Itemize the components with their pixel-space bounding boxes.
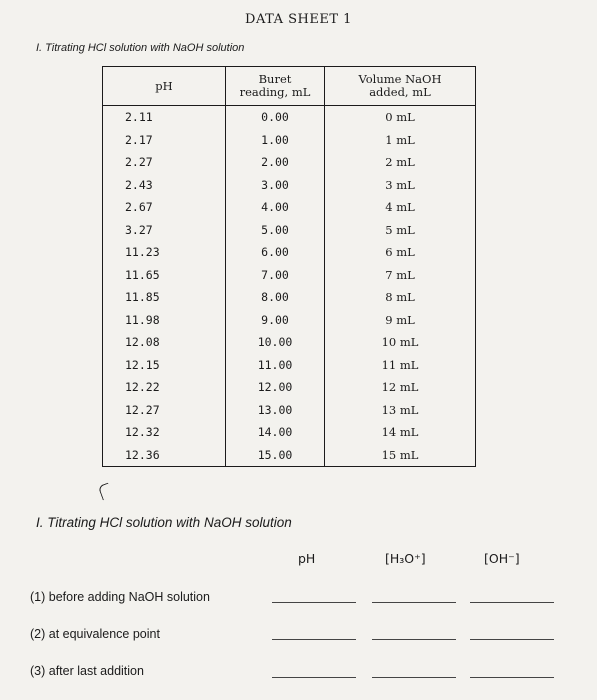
section-title: I. Titrating HCl solution with NaOH solu… bbox=[36, 42, 245, 54]
table-row: 12.36 15.00 15 mL bbox=[102, 443, 476, 467]
blank-3-ph[interactable] bbox=[272, 677, 356, 678]
table-row: 12.27 13.00 13 mL bbox=[102, 398, 476, 421]
cell-ph: 12.36 bbox=[102, 443, 226, 467]
sheet-title: DATA SHEET 1 bbox=[245, 12, 352, 27]
cell-volume: 1 mL bbox=[324, 128, 476, 151]
cell-volume: 0 mL bbox=[324, 105, 476, 129]
cell-volume: 10 mL bbox=[324, 331, 476, 354]
table-header-row: pH Buret reading, mL Volume NaOH added, … bbox=[102, 66, 476, 106]
table-row: 11.65 7.00 7 mL bbox=[102, 263, 476, 286]
cell-volume: 2 mL bbox=[324, 151, 476, 174]
cell-volume: 12 mL bbox=[324, 376, 476, 399]
cell-ph: 2.11 bbox=[102, 105, 226, 129]
section2-title: I. Titrating HCl solution with NaOH solu… bbox=[36, 515, 292, 530]
question-3: (3) after last addition bbox=[30, 664, 144, 678]
blank-1-oh[interactable] bbox=[470, 602, 554, 603]
cell-ph: 11.23 bbox=[102, 241, 226, 264]
cell-volume: 7 mL bbox=[324, 263, 476, 286]
blank-2-ph[interactable] bbox=[272, 639, 356, 640]
blank-3-oh[interactable] bbox=[470, 677, 554, 678]
cell-buret: 1.00 bbox=[225, 128, 325, 151]
cell-volume: 5 mL bbox=[324, 218, 476, 241]
table-row: 11.85 8.00 8 mL bbox=[102, 286, 476, 309]
question-1: (1) before adding NaOH solution bbox=[30, 590, 210, 604]
summary-col-ph: pH bbox=[298, 551, 316, 566]
table-row: 3.27 5.00 5 mL bbox=[102, 218, 476, 241]
cell-buret: 14.00 bbox=[225, 421, 325, 444]
table-row: 11.98 9.00 9 mL bbox=[102, 308, 476, 331]
cell-buret: 9.00 bbox=[225, 308, 325, 331]
table-body: 2.11 0.00 0 mL 2.17 1.00 1 mL 2.27 2.00 2 mL 2.43… bbox=[102, 105, 476, 467]
cell-buret: 2.00 bbox=[225, 151, 325, 174]
table-row: 12.15 11.00 11 mL bbox=[102, 353, 476, 376]
blank-3-h3o[interactable] bbox=[372, 677, 456, 678]
blank-2-oh[interactable] bbox=[470, 639, 554, 640]
cell-ph: 2.67 bbox=[102, 196, 226, 219]
cell-volume: 11 mL bbox=[324, 353, 476, 376]
cell-ph: 11.85 bbox=[102, 286, 226, 309]
cell-volume: 15 mL bbox=[324, 443, 476, 467]
cell-buret: 11.00 bbox=[225, 353, 325, 376]
cell-buret: 6.00 bbox=[225, 241, 325, 264]
cell-buret: 12.00 bbox=[225, 376, 325, 399]
table-row: 2.43 3.00 3 mL bbox=[102, 173, 476, 196]
cell-ph: 12.32 bbox=[102, 421, 226, 444]
cell-volume: 9 mL bbox=[324, 308, 476, 331]
header-buret: Buret reading, mL bbox=[225, 66, 325, 106]
cell-ph: 11.65 bbox=[102, 263, 226, 286]
question-2: (2) at equivalence point bbox=[30, 627, 160, 641]
handwritten-mark bbox=[97, 482, 114, 501]
cell-buret: 3.00 bbox=[225, 173, 325, 196]
cell-volume: 4 mL bbox=[324, 196, 476, 219]
blank-1-h3o[interactable] bbox=[372, 602, 456, 603]
table-row: 2.27 2.00 2 mL bbox=[102, 151, 476, 174]
cell-ph: 12.08 bbox=[102, 331, 226, 354]
titration-table: pH Buret reading, mL Volume NaOH added, … bbox=[102, 66, 476, 467]
cell-ph: 2.27 bbox=[102, 151, 226, 174]
cell-volume: 14 mL bbox=[324, 421, 476, 444]
cell-volume: 13 mL bbox=[324, 398, 476, 421]
cell-ph: 3.27 bbox=[102, 218, 226, 241]
header-buret-line2: reading, mL bbox=[239, 85, 311, 99]
header-ph: pH bbox=[102, 66, 226, 106]
cell-buret: 0.00 bbox=[225, 105, 325, 129]
cell-volume: 8 mL bbox=[324, 286, 476, 309]
cell-buret: 15.00 bbox=[225, 443, 325, 467]
cell-buret: 7.00 bbox=[225, 263, 325, 286]
summary-col-oh: [OH⁻] bbox=[484, 551, 520, 566]
cell-buret: 10.00 bbox=[225, 331, 325, 354]
cell-buret: 13.00 bbox=[225, 398, 325, 421]
table-row: 2.17 1.00 1 mL bbox=[102, 128, 476, 151]
cell-ph: 12.22 bbox=[102, 376, 226, 399]
cell-ph: 2.43 bbox=[102, 173, 226, 196]
cell-ph: 12.27 bbox=[102, 398, 226, 421]
blank-1-ph[interactable] bbox=[272, 602, 356, 603]
table-row: 11.23 6.00 6 mL bbox=[102, 241, 476, 264]
cell-buret: 4.00 bbox=[225, 196, 325, 219]
header-volume-line1: Volume NaOH bbox=[358, 72, 442, 86]
cell-buret: 5.00 bbox=[225, 218, 325, 241]
table-row: 2.11 0.00 0 mL bbox=[102, 105, 476, 129]
summary-col-h3o: [H₃O⁺] bbox=[385, 551, 426, 566]
blank-2-h3o[interactable] bbox=[372, 639, 456, 640]
table-row: 12.08 10.00 10 mL bbox=[102, 331, 476, 354]
header-buret-line1: Buret bbox=[258, 72, 292, 86]
cell-ph: 12.15 bbox=[102, 353, 226, 376]
table-row: 12.22 12.00 12 mL bbox=[102, 376, 476, 399]
table-row: 12.32 14.00 14 mL bbox=[102, 421, 476, 444]
header-volume: Volume NaOH added, mL bbox=[324, 66, 476, 106]
cell-buret: 8.00 bbox=[225, 286, 325, 309]
header-volume-line2: added, mL bbox=[369, 85, 431, 99]
cell-ph: 2.17 bbox=[102, 128, 226, 151]
cell-volume: 3 mL bbox=[324, 173, 476, 196]
table-row: 2.67 4.00 4 mL bbox=[102, 196, 476, 219]
cell-ph: 11.98 bbox=[102, 308, 226, 331]
cell-volume: 6 mL bbox=[324, 241, 476, 264]
